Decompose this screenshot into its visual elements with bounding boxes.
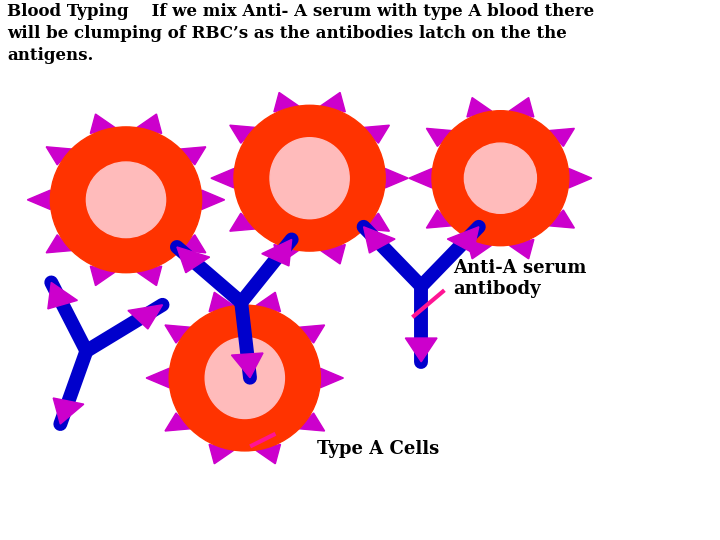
Polygon shape [467,239,492,259]
Polygon shape [320,245,346,264]
Polygon shape [447,227,479,253]
Polygon shape [409,168,432,188]
Polygon shape [27,190,50,210]
Polygon shape [320,368,343,388]
Polygon shape [137,114,162,133]
Polygon shape [230,213,256,231]
Polygon shape [128,305,163,329]
Polygon shape [298,413,325,431]
Ellipse shape [432,111,569,246]
Polygon shape [177,247,210,273]
Polygon shape [165,413,192,431]
Polygon shape [90,114,115,133]
Text: Blood Typing    If we mix Anti- A serum with type A blood there
will be clumping: Blood Typing If we mix Anti- A serum wit… [7,3,594,64]
Polygon shape [405,338,437,362]
Polygon shape [137,266,162,286]
Polygon shape [202,190,225,210]
Ellipse shape [464,143,536,213]
Polygon shape [548,129,575,146]
Polygon shape [256,444,281,464]
Polygon shape [231,353,263,377]
Polygon shape [364,227,395,253]
Ellipse shape [169,305,320,451]
Polygon shape [569,168,592,188]
Polygon shape [48,282,78,309]
Polygon shape [179,147,206,165]
Ellipse shape [86,162,166,238]
Polygon shape [363,213,390,231]
Ellipse shape [205,338,284,418]
Polygon shape [53,398,84,424]
Polygon shape [179,235,206,253]
Polygon shape [363,125,390,143]
Polygon shape [165,325,192,343]
Polygon shape [274,92,299,112]
Ellipse shape [234,105,385,251]
Polygon shape [320,92,346,112]
Polygon shape [46,235,73,253]
Polygon shape [262,239,292,266]
Polygon shape [90,266,115,286]
Polygon shape [256,292,281,312]
Text: Type A Cells: Type A Cells [317,440,439,458]
Polygon shape [209,292,234,312]
Polygon shape [46,147,73,165]
Polygon shape [146,368,169,388]
Polygon shape [385,168,408,188]
Ellipse shape [270,138,349,219]
Polygon shape [509,239,534,259]
Polygon shape [426,129,453,146]
Polygon shape [467,98,492,117]
Polygon shape [426,210,453,228]
Polygon shape [211,168,234,188]
Polygon shape [274,245,299,264]
Polygon shape [548,210,575,228]
Polygon shape [209,444,234,464]
Text: Anti-A serum
antibody: Anti-A serum antibody [454,259,587,298]
Polygon shape [230,125,256,143]
Ellipse shape [50,127,202,273]
Polygon shape [509,98,534,117]
Polygon shape [298,325,325,343]
